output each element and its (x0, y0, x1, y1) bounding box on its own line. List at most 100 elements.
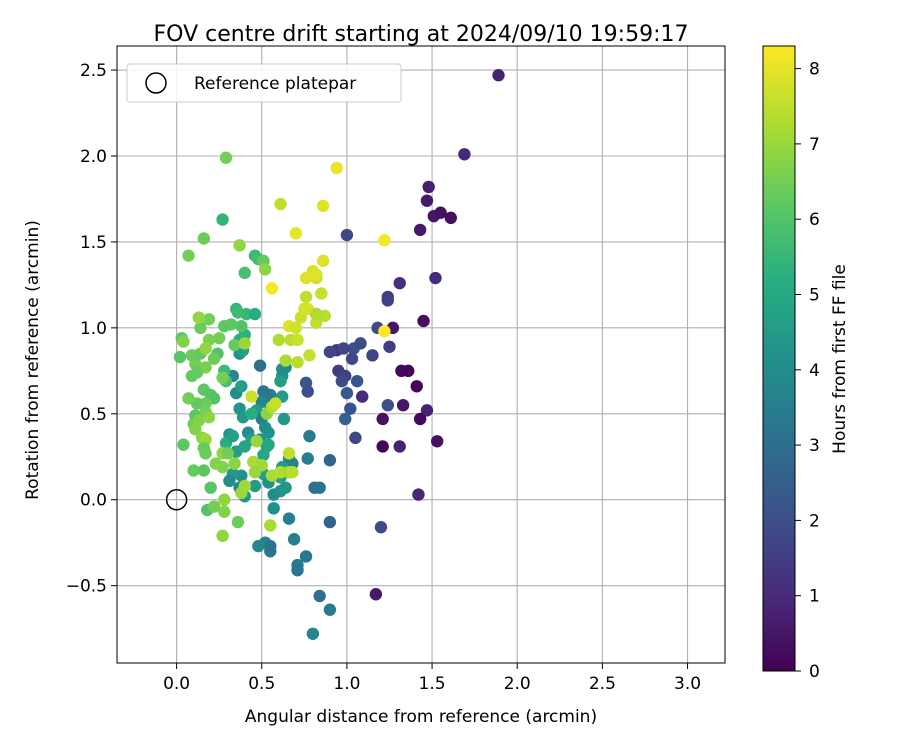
legend: Reference platepar (126, 63, 402, 103)
y-tick-label: 2.5 (80, 61, 107, 81)
data-point (458, 148, 471, 161)
data-point (221, 447, 234, 460)
data-point (434, 206, 447, 219)
data-point (253, 359, 267, 372)
chart-title: FOV centre drift starting at 2024/09/10 … (154, 22, 689, 47)
colorbar-tick-label: 4 (809, 361, 820, 381)
data-point (492, 69, 505, 82)
legend-box (126, 63, 402, 103)
data-point (277, 412, 291, 426)
data-point (291, 563, 304, 577)
data-point (182, 392, 195, 405)
colorbar-tick-label: 6 (809, 210, 820, 230)
data-point (238, 337, 251, 350)
data-point (378, 234, 391, 247)
data-point (199, 342, 212, 355)
data-point (444, 211, 458, 225)
data-point (279, 354, 292, 367)
data-point (287, 533, 301, 546)
colorbar-tick-label: 1 (809, 587, 820, 607)
x-tick-label: 0.5 (248, 674, 275, 694)
data-point (410, 380, 423, 393)
data-point (310, 316, 323, 329)
data-point (376, 440, 389, 453)
data-point (303, 429, 316, 443)
data-point (212, 331, 226, 345)
x-tick-label: 3.0 (674, 674, 701, 694)
data-point (267, 502, 280, 515)
data-point (189, 423, 202, 436)
data-point (420, 194, 434, 207)
x-tick-label: 2.5 (589, 674, 616, 694)
data-point (323, 515, 337, 529)
data-point (356, 390, 369, 403)
data-point (422, 180, 435, 194)
colorbar-tick-label: 5 (809, 285, 820, 305)
x-tick-label: 2.0 (504, 674, 531, 694)
x-tick-label: 1.5 (419, 674, 446, 694)
data-point (216, 213, 229, 226)
data-point (282, 512, 296, 525)
data-point (245, 407, 258, 420)
data-point (282, 447, 296, 460)
data-point (303, 349, 316, 362)
colorbar: 0 1 2 3 4 5 6 7 8 Hours from first FF file (762, 45, 850, 682)
legend-entry-label: Reference platepar (194, 74, 356, 94)
data-point (315, 287, 328, 300)
colorbar-tick-label: 2 (809, 511, 820, 531)
y-axis-label: Rotation from reference (arcmin) (23, 220, 43, 500)
data-point (396, 399, 410, 412)
data-point (291, 356, 304, 369)
data-point (177, 335, 190, 348)
data-point (204, 481, 217, 494)
data-point (323, 603, 337, 616)
data-point (340, 228, 354, 242)
data-point (226, 429, 240, 443)
data-point (429, 271, 442, 285)
data-point (337, 342, 350, 355)
data-point (330, 161, 343, 175)
data-point (301, 452, 314, 465)
data-point (344, 402, 357, 415)
data-point (316, 199, 330, 213)
data-point (250, 435, 263, 448)
reference-platepar-marker (165, 488, 188, 511)
data-point (173, 350, 187, 364)
y-tick-label: 1.5 (80, 233, 107, 253)
data-point (313, 481, 326, 494)
data-point (199, 397, 212, 410)
data-point (286, 466, 299, 479)
colorbar-ticks: 0 1 2 3 4 5 6 7 8 (795, 60, 820, 682)
data-point (299, 290, 313, 304)
data-point (248, 307, 262, 321)
data-point (202, 411, 216, 424)
data-point (269, 397, 282, 410)
data-point (219, 151, 233, 164)
data-point (262, 438, 275, 451)
y-tick-label: 1.0 (80, 319, 107, 339)
data-point (306, 627, 320, 640)
grid-lines (117, 46, 725, 663)
colorbar-tick-label: 8 (809, 60, 820, 80)
data-point (218, 493, 231, 506)
data-point (316, 254, 330, 268)
data-point (190, 366, 204, 379)
data-point (235, 380, 248, 393)
y-tick-label: 0.0 (80, 491, 107, 511)
data-point (345, 352, 359, 365)
data-point (218, 505, 231, 518)
colorbar-gradient (762, 45, 796, 672)
data-point (381, 399, 394, 412)
data-point (402, 364, 415, 378)
data-point (376, 412, 389, 426)
data-point (383, 340, 396, 353)
data-point (197, 464, 211, 477)
data-point (279, 481, 292, 494)
data-point (354, 337, 367, 350)
data-point (265, 282, 279, 295)
data-point (350, 374, 364, 388)
data-point (257, 448, 270, 462)
data-point (291, 333, 304, 347)
data-point (272, 333, 285, 347)
data-point (231, 306, 245, 319)
